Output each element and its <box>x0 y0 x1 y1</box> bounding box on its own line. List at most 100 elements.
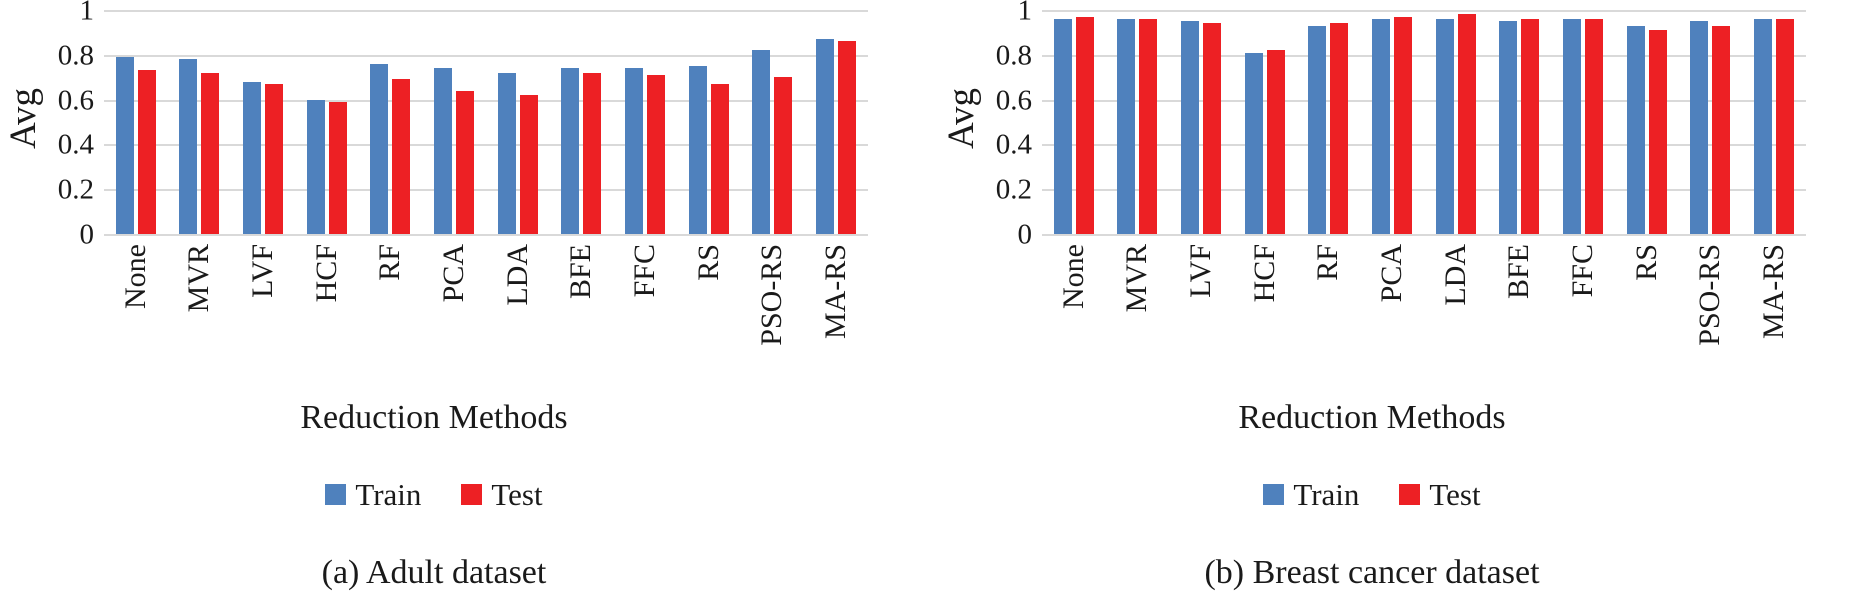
x-tick-label: FFC <box>1566 244 1600 298</box>
bar-train <box>243 82 262 234</box>
y-tick-label: 0.2 <box>57 173 94 206</box>
bar-train <box>1754 19 1773 234</box>
x-tick-cell: BFE <box>1497 244 1541 299</box>
x-tick-cell: RF <box>368 244 412 281</box>
category-group <box>687 66 731 234</box>
x-tick-label: PCA <box>437 244 471 303</box>
gridline <box>1042 99 1806 102</box>
gridline <box>104 10 868 12</box>
x-tick-cell: None <box>114 244 158 309</box>
x-tick-label: RF <box>373 244 407 281</box>
bar-train <box>1308 26 1327 234</box>
chart-adult-dataset: Avg 0 0.2 0.4 0.6 0.8 1 None MVR LVF HCF RF PCA LDA… <box>0 0 868 591</box>
x-tick-cell: HCF <box>1243 244 1287 302</box>
y-axis-title-text: Avg <box>2 87 44 149</box>
train-swatch-icon <box>1263 483 1285 505</box>
x-tick-cell: LVF <box>241 244 285 298</box>
x-tick-label: None <box>118 244 152 309</box>
bar-test <box>774 77 793 234</box>
bar-test <box>456 91 475 234</box>
y-tick-label: 0.8 <box>57 39 94 72</box>
x-tick-label: RF <box>1311 244 1345 281</box>
test-swatch-icon <box>461 483 483 505</box>
x-axis-labels: None MVR LVF HCF RF PCA LDA BFE FFC RS PSO-RS MA-RS <box>1042 244 1806 394</box>
bar-train <box>370 64 389 234</box>
y-axis-title: Avg <box>0 0 46 236</box>
bars-layer <box>1042 0 1806 236</box>
x-tick-cell: MVR <box>177 244 221 312</box>
category-group <box>177 59 221 234</box>
x-tick-label: RS <box>691 244 725 281</box>
gridline <box>104 144 868 147</box>
y-axis-title: Avg <box>938 0 984 236</box>
x-tick-cell: PSO-RS <box>1688 244 1732 346</box>
x-tick-label: HCF <box>309 244 343 303</box>
y-tick-label: 0.6 <box>57 83 94 116</box>
x-tick-label: HCF <box>1247 244 1281 303</box>
x-tick-label: LVF <box>1184 244 1218 298</box>
bar-train <box>1435 19 1454 234</box>
bar-test <box>583 73 602 234</box>
bar-test <box>201 73 220 234</box>
x-tick-label: BFE <box>1502 244 1536 300</box>
legend-label-test: Test <box>1429 476 1481 512</box>
category-group <box>1052 17 1096 234</box>
category-group <box>496 73 540 234</box>
bar-test <box>1712 26 1731 234</box>
x-tick-label: RS <box>1629 244 1663 281</box>
y-axis-ticks: 0 0.2 0.4 0.6 0.8 1 <box>46 0 104 249</box>
category-group <box>241 82 285 234</box>
plot-wrap: Avg 0 0.2 0.4 0.6 0.8 1 <box>938 0 1806 249</box>
category-group <box>1243 50 1287 234</box>
y-tick-label: 0.4 <box>995 128 1032 161</box>
bar-test <box>328 102 347 234</box>
bar-test <box>1648 30 1667 234</box>
x-tick-cell: BFE <box>559 244 603 299</box>
y-axis-ticks: 0 0.2 0.4 0.6 0.8 1 <box>984 0 1042 249</box>
bar-test <box>1521 19 1540 234</box>
train-swatch-icon <box>325 483 347 505</box>
x-tick-label: None <box>1056 244 1090 309</box>
bar-test <box>1075 17 1094 234</box>
bar-train <box>688 66 707 234</box>
category-group <box>1370 17 1414 234</box>
x-tick-cell: PCA <box>432 244 476 302</box>
category-group <box>559 68 603 234</box>
x-tick-label: MVR <box>182 244 216 313</box>
bar-train <box>306 100 325 234</box>
bar-train <box>1690 21 1709 234</box>
x-tick-cell: RS <box>687 244 731 281</box>
x-tick-cell: LVF <box>1179 244 1223 298</box>
x-tick-cell: None <box>1052 244 1096 309</box>
y-tick-label: 0.2 <box>995 173 1032 206</box>
bar-test <box>265 84 284 234</box>
bar-test <box>1457 14 1476 234</box>
bar-test <box>710 84 729 234</box>
gridline <box>1042 54 1806 57</box>
category-group <box>114 57 158 234</box>
category-group <box>1115 19 1159 234</box>
x-axis-row: None MVR LVF HCF RF PCA LDA BFE FFC RS PSO-RS MA-RS <box>0 244 868 394</box>
y-tick-label: 1 <box>79 0 95 27</box>
bar-train <box>1181 21 1200 234</box>
x-tick-label: PSO-RS <box>755 244 789 346</box>
plot-wrap: Avg 0 0.2 0.4 0.6 0.8 1 <box>0 0 868 249</box>
x-axis-title: Reduction Methods <box>1238 399 1506 436</box>
x-tick-label: LVF <box>246 244 280 298</box>
legend-label-train: Train <box>1293 476 1360 512</box>
y-tick-label: 0.4 <box>57 128 94 161</box>
x-tick-label: LDA <box>500 244 534 306</box>
bar-train <box>1626 26 1645 234</box>
bar-train <box>1053 19 1072 234</box>
bar-test <box>519 95 538 234</box>
legend: Train Test <box>0 478 868 510</box>
plot-area <box>104 0 868 236</box>
bar-train <box>1372 19 1391 234</box>
x-tick-cell: LDA <box>496 244 540 306</box>
x-axis-spacer <box>938 244 1042 394</box>
category-group <box>814 39 858 234</box>
category-group <box>432 68 476 234</box>
x-tick-label: PCA <box>1375 244 1409 303</box>
category-group <box>368 64 412 234</box>
